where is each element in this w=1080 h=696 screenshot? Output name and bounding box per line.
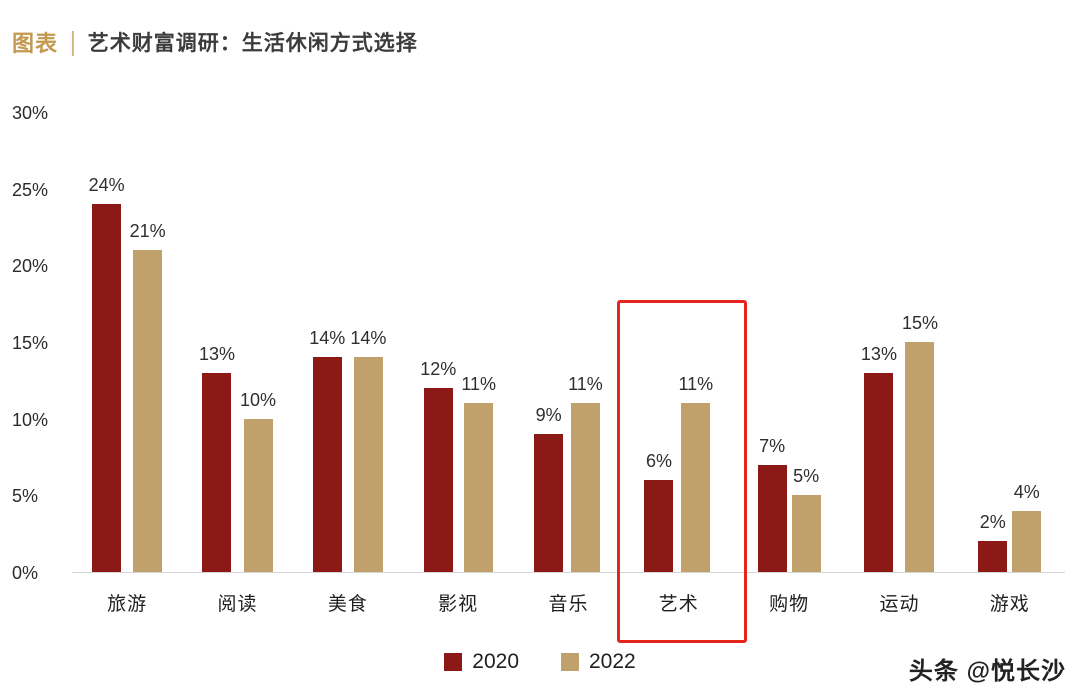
bar-column: 9% bbox=[534, 405, 564, 572]
category-group: 6% 11% bbox=[624, 113, 734, 572]
bar-2022 bbox=[791, 495, 821, 572]
bar-2020 bbox=[92, 204, 122, 572]
bar-2020 bbox=[423, 388, 453, 572]
bar-column: 24% bbox=[89, 175, 125, 572]
bar-column: 15% bbox=[902, 313, 938, 572]
bar-2020 bbox=[757, 464, 787, 572]
bar-column: 14% bbox=[350, 328, 386, 572]
category-group: 13% 10% bbox=[182, 113, 292, 572]
bar-2020 bbox=[644, 480, 674, 572]
bar-value-label: 2% bbox=[979, 512, 1006, 533]
x-axis: 旅游 阅读 美食 影视 音乐 艺术 购物 运动 游戏 bbox=[72, 573, 1065, 616]
bar-column: 5% bbox=[791, 466, 821, 572]
legend-swatch bbox=[561, 653, 579, 671]
category-group: 2% 4% bbox=[955, 113, 1065, 572]
legend-swatch bbox=[444, 653, 463, 671]
legend-item-2022: 2022 bbox=[561, 650, 636, 674]
bar-column: 6% bbox=[644, 451, 674, 572]
bar-2020 bbox=[978, 541, 1008, 572]
bar-value-label: 4% bbox=[1013, 481, 1040, 502]
bar-value-label: 13% bbox=[198, 343, 235, 364]
bar-value-label: 7% bbox=[759, 435, 786, 456]
bar-2022 bbox=[681, 403, 711, 572]
y-axis: 0% 5% 10% 15% 20% 25% 30% bbox=[12, 103, 68, 583]
category-group: 9% 11% bbox=[513, 113, 623, 572]
bar-value-label: 11% bbox=[461, 374, 497, 395]
bar-value-label: 15% bbox=[901, 313, 938, 333]
category-group: 7% 5% bbox=[734, 113, 844, 572]
bar-column: 10% bbox=[240, 390, 276, 572]
y-tick-label: 20% bbox=[12, 256, 49, 277]
bar-value-label: 5% bbox=[793, 466, 820, 487]
bar-column: 13% bbox=[199, 344, 235, 572]
bar-value-label: 6% bbox=[645, 451, 672, 471]
bar-column: 7% bbox=[757, 435, 787, 572]
bar-2022 bbox=[570, 403, 600, 572]
bar-2022 bbox=[905, 342, 935, 572]
category-label: 旅游 bbox=[107, 594, 148, 615]
category-group: 14% 14% bbox=[293, 113, 403, 572]
bar-2020 bbox=[312, 357, 342, 572]
chart-header: 图表 | 艺术财富调研：生活休闲方式选择 bbox=[12, 26, 418, 58]
bar-value-label: 12% bbox=[420, 359, 457, 379]
bar-value-label: 14% bbox=[350, 328, 387, 349]
title-separator: | bbox=[70, 26, 76, 57]
watermark: 头条 @悦长沙 bbox=[908, 658, 1066, 685]
bar-column: 13% bbox=[861, 344, 897, 572]
bar-value-label: 13% bbox=[860, 343, 897, 364]
bar-2020 bbox=[202, 372, 232, 572]
y-tick-label: 15% bbox=[12, 333, 49, 353]
category-label: 美食 bbox=[327, 594, 368, 615]
bar-column: 12% bbox=[420, 359, 456, 572]
bar-column: 11% bbox=[568, 374, 603, 572]
chart-badge: 图表 bbox=[12, 31, 59, 56]
bar-value-label: 24% bbox=[88, 175, 125, 195]
category-group: 12% 11% bbox=[403, 113, 513, 572]
category-label: 艺术 bbox=[658, 594, 699, 615]
legend-label: 2020 bbox=[472, 650, 519, 673]
legend-label: 2022 bbox=[589, 650, 636, 673]
chart-inner: 0% 5% 10% 15% 20% 25% 30% 24% 21% 13% 10% 14% 14% 12… bbox=[12, 103, 1065, 583]
bar-2022 bbox=[243, 418, 273, 572]
bar-column: 21% bbox=[130, 221, 166, 572]
category-group: 13% 15% bbox=[844, 113, 954, 572]
category-label: 影视 bbox=[438, 594, 479, 615]
bar-column: 2% bbox=[978, 512, 1008, 572]
bar-column: 4% bbox=[1012, 481, 1042, 572]
category-label: 游戏 bbox=[989, 594, 1030, 615]
legend: 2020 2022 bbox=[0, 650, 1080, 674]
legend-item-2020: 2020 bbox=[444, 650, 519, 674]
bar-column: 14% bbox=[309, 328, 345, 572]
category-label: 阅读 bbox=[217, 594, 258, 615]
bar-value-label: 10% bbox=[239, 389, 277, 410]
bar-value-label: 14% bbox=[309, 328, 346, 349]
bar-value-label: 11% bbox=[568, 374, 603, 395]
bar-2020 bbox=[864, 372, 894, 572]
bar-column: 11% bbox=[461, 374, 496, 572]
bar-2022 bbox=[133, 250, 163, 572]
y-tick-label: 5% bbox=[12, 486, 39, 507]
y-tick-label: 30% bbox=[12, 103, 49, 123]
category-label: 购物 bbox=[769, 594, 810, 615]
category-label: 运动 bbox=[879, 594, 920, 615]
bar-2022 bbox=[464, 403, 494, 572]
page-title: 艺术财富调研：生活休闲方式选择 bbox=[87, 32, 418, 55]
category-group: 24% 21% bbox=[72, 113, 182, 572]
bar-chart: 0% 5% 10% 15% 20% 25% 30% 24% 21% 13% 10% 14% 14% 12… bbox=[12, 103, 1065, 643]
y-tick-label: 25% bbox=[12, 179, 49, 200]
plot-area: 24% 21% 13% 10% 14% 14% 12% 11% 9% 11% 6% 11% 7% 5% 13… bbox=[72, 113, 1065, 573]
bar-value-label: 11% bbox=[678, 374, 714, 395]
bar-2022 bbox=[353, 357, 383, 572]
bar-2020 bbox=[534, 434, 564, 572]
y-tick-label: 10% bbox=[12, 409, 49, 430]
bar-value-label: 21% bbox=[129, 221, 166, 241]
bar-column: 11% bbox=[678, 374, 713, 572]
y-tick-label: 0% bbox=[12, 563, 39, 583]
category-label: 音乐 bbox=[548, 594, 589, 615]
bar-value-label: 9% bbox=[535, 405, 562, 425]
bar-2022 bbox=[1012, 510, 1042, 572]
